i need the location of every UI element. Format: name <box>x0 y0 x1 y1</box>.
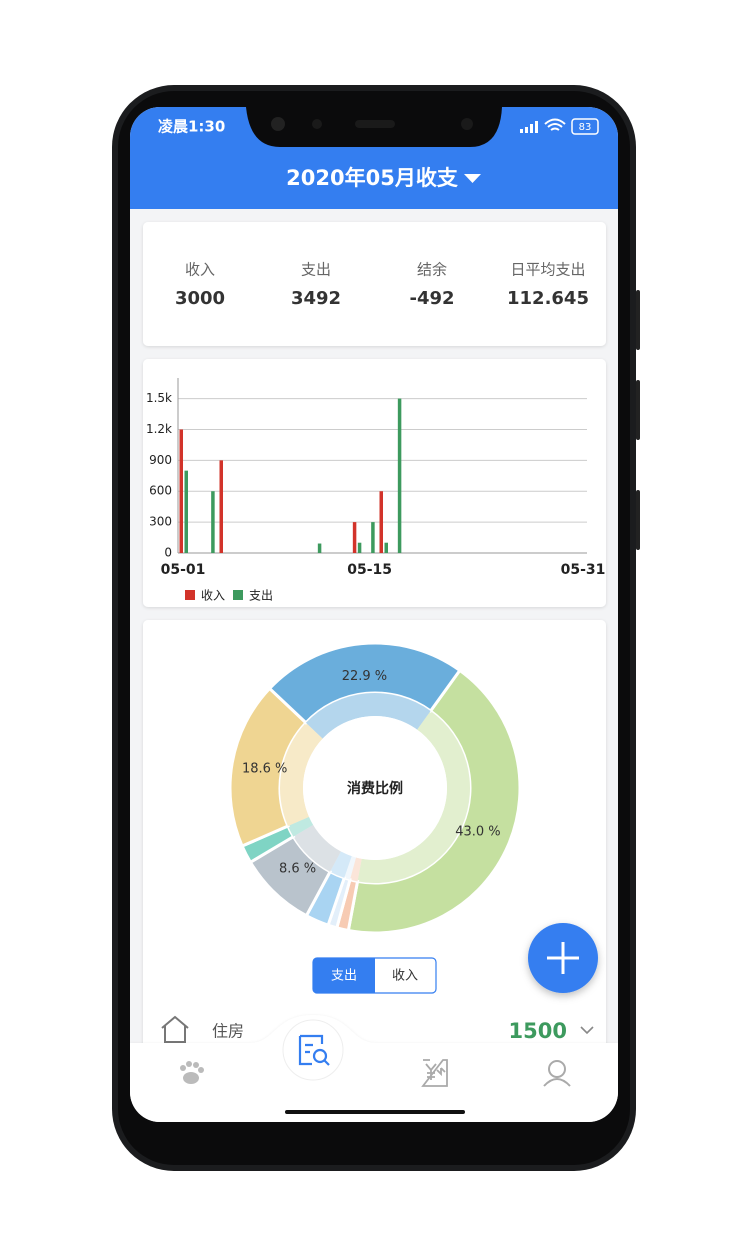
donut-inner-band <box>344 856 357 880</box>
y-tick-label: 0 <box>164 546 172 560</box>
bar <box>379 491 383 553</box>
summary-label: 结余 <box>417 261 447 279</box>
donut-center <box>303 716 447 860</box>
bar-chart: 0 300 600 900 1.2k 1.5k 05-01 05-15 05-31 收入 支出 <box>146 378 605 603</box>
nav-center-icon[interactable] <box>312 1048 328 1064</box>
nav-profile[interactable] <box>548 1060 566 1078</box>
bar <box>317 543 322 553</box>
summary-value: 3492 <box>291 288 341 309</box>
add-icon[interactable] <box>547 942 579 974</box>
summary-label: 支出 <box>301 261 331 279</box>
donut-center-title: 消费比例 <box>347 780 403 797</box>
home-indicator <box>285 1110 465 1114</box>
sensor <box>312 119 322 129</box>
camera <box>271 117 285 131</box>
nav-pets[interactable] <box>180 1061 204 1084</box>
x-tick-label: 05-15 <box>347 562 392 578</box>
bar-chart-card <box>143 359 606 607</box>
bar <box>357 542 362 553</box>
donut-inner-band <box>287 816 314 837</box>
battery-level: 83 <box>579 122 592 133</box>
y-tick-label: 1.2k <box>146 422 172 436</box>
donut-inner-band <box>330 851 352 878</box>
nav-center-icon[interactable] <box>323 1059 330 1066</box>
legend-label: 收入 <box>201 589 225 603</box>
bar <box>384 542 388 553</box>
bottom-nav <box>130 1015 618 1122</box>
slice-label: 18.6 % <box>242 761 287 776</box>
battery-icon <box>571 118 599 135</box>
nav-bills[interactable] <box>421 1059 448 1087</box>
donut-chart: 43.0 % 8.6 % 18.6 % 22.9 % <box>228 641 522 935</box>
legend-swatch <box>233 590 243 600</box>
summary-value: 3000 <box>175 288 225 309</box>
toggle-active[interactable] <box>313 958 375 993</box>
x-tick-label: 05-31 <box>561 562 606 578</box>
y-tick-label: 1.5k <box>146 391 172 405</box>
donut-inner-band <box>349 857 362 882</box>
bar <box>219 460 223 553</box>
toggle-expense[interactable]: 支出 <box>331 969 357 984</box>
sensor <box>461 118 473 130</box>
summary-card <box>143 222 606 346</box>
summary-label: 收入 <box>185 261 215 279</box>
chevron[interactable] <box>580 1026 594 1035</box>
side-button <box>636 290 640 350</box>
summary-value: -492 <box>409 288 454 309</box>
toggle-income[interactable]: 收入 <box>392 969 418 984</box>
summary-label: 日平均支出 <box>510 261 585 279</box>
slice-label: 43.0 % <box>455 825 500 840</box>
side-button <box>636 490 640 550</box>
list-label[interactable]: 住房 <box>212 1022 244 1041</box>
bar <box>211 491 215 553</box>
slice-label: 8.6 % <box>279 861 316 876</box>
list-value[interactable]: 1500 <box>509 1019 567 1043</box>
x-tick-label: 05-01 <box>161 562 206 578</box>
bar <box>352 522 357 553</box>
bar <box>179 429 183 553</box>
y-tick-label: 300 <box>149 515 172 529</box>
nav-profile[interactable] <box>543 1078 571 1087</box>
header-title[interactable]: 2020年05月收支 <box>286 166 459 190</box>
donut-inner-band <box>357 710 471 884</box>
summary: 收入 3000 支出 3492 结余 -492 日平均支出 112.645 <box>175 261 589 310</box>
speaker <box>355 120 395 128</box>
signal-icon <box>520 121 538 133</box>
side-button <box>636 380 640 440</box>
legend-swatch <box>185 590 195 600</box>
legend-label: 支出 <box>249 589 273 603</box>
slice-label: 22.9 % <box>342 669 387 684</box>
wifi-icon <box>544 118 566 131</box>
category-icon <box>161 1015 189 1043</box>
dropdown-arrow[interactable] <box>464 174 481 183</box>
bar <box>184 470 188 553</box>
donut-inner-band <box>305 693 431 739</box>
bar <box>397 398 402 553</box>
y-tick-label: 600 <box>149 484 172 498</box>
screen: 凌晨1:30 83 2020年05月收支 收入3000支出3492结余-492日… <box>130 107 618 1122</box>
nav-center-button[interactable] <box>282 1019 344 1081</box>
y-tick-label: 900 <box>149 453 172 467</box>
donut-inner-band <box>293 824 341 872</box>
donut-inner-band <box>280 722 323 827</box>
bar <box>371 522 375 553</box>
summary-value: 112.645 <box>507 288 589 309</box>
nav-center-icon[interactable] <box>298 1034 324 1066</box>
status-time: 凌晨1:30 <box>158 118 225 136</box>
